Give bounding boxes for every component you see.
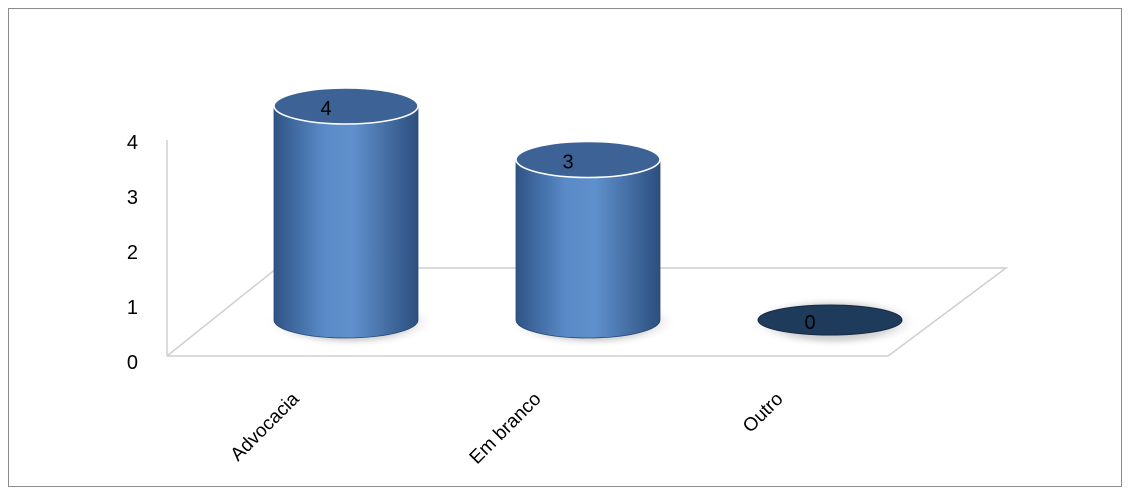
data-label: 3 [562, 152, 573, 174]
y-tick-label: 4 [127, 132, 138, 154]
category-labels: Advocacia Em branco Outro [227, 388, 788, 468]
bar-advocacia [273, 105, 419, 339]
category-label: Advocacia [227, 388, 304, 465]
y-tick-label: 1 [127, 297, 138, 319]
data-label: 0 [804, 312, 815, 334]
data-label: 4 [320, 98, 331, 120]
category-label: Outro [739, 389, 787, 437]
y-axis-ticks: 0 1 2 3 4 [127, 132, 138, 374]
y-tick-label: 0 [127, 352, 138, 374]
bar-outro [757, 304, 903, 336]
bar-top-cap [515, 140, 661, 179]
category-label: Em branco [466, 389, 546, 469]
data-labels: 4 3 0 [320, 98, 815, 334]
y-tick-label: 2 [127, 242, 138, 264]
bars [273, 87, 903, 339]
bar-top-cap [273, 87, 419, 125]
bar-em-branco [515, 159, 661, 339]
floor-plane [166, 267, 1009, 357]
y-tick-label: 3 [127, 187, 138, 209]
